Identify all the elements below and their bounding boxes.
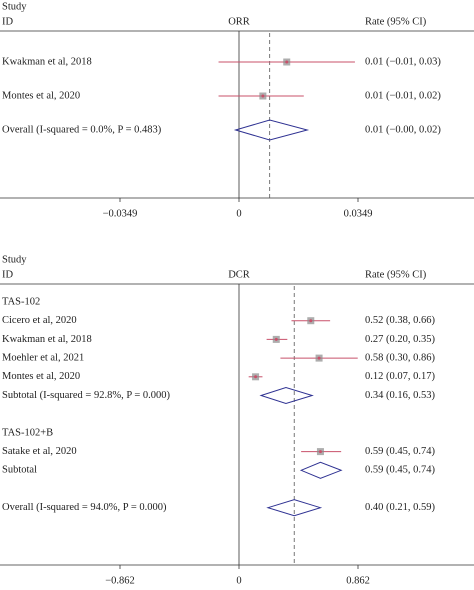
- subtotal-label: Subtotal: [2, 465, 37, 476]
- value-label: 0.01 (−0.00, 0.02): [365, 124, 441, 135]
- value-label: 0.40 (0.21, 0.59): [365, 502, 435, 513]
- study-label: Kwakman et al, 2018: [2, 334, 92, 345]
- overall-label: Overall (I-squared = 0.0%, P = 0.483): [2, 124, 162, 135]
- title: Study: [2, 1, 27, 12]
- value-label: 0.59 (0.45, 0.74): [365, 446, 435, 457]
- subtotal-diamond: [299, 461, 343, 479]
- value-label: 0.59 (0.45, 0.74): [365, 465, 435, 476]
- value-label: 0.12 (0.07, 0.17): [365, 371, 435, 382]
- x-tick-label: −0.862: [105, 575, 135, 586]
- value-label: 0.34 (0.16, 0.53): [365, 390, 435, 401]
- ci-label: Rate (95% CI): [365, 269, 427, 280]
- subtotal-diamond: [259, 386, 314, 405]
- id-label: ID: [2, 269, 13, 280]
- effect-label: ORR: [228, 16, 250, 27]
- study-label: Kwakman et al, 2018: [2, 56, 92, 67]
- x-tick-label: −0.0349: [103, 208, 138, 219]
- group-label: TAS-102+B: [2, 427, 53, 438]
- estimate-dot: [317, 356, 321, 360]
- overall-diamond: [266, 499, 323, 517]
- value-label: 0.01 (−0.01, 0.03): [365, 56, 441, 67]
- effect-label: DCR: [228, 269, 250, 280]
- estimate-dot: [318, 450, 322, 454]
- study-label: Satake et al, 2020: [2, 446, 77, 457]
- study-label: Moehler et al, 2021: [2, 353, 84, 364]
- x-tick-label: 0: [236, 208, 241, 219]
- value-label: 0.52 (0.38, 0.66): [365, 315, 435, 326]
- title: Study: [2, 254, 27, 265]
- estimate-dot: [285, 60, 289, 64]
- x-tick-label: 0: [236, 575, 241, 586]
- value-label: 0.01 (−0.01, 0.02): [365, 90, 441, 101]
- x-tick-label: 0.0349: [344, 208, 373, 219]
- study-label: Cicero et al, 2020: [2, 315, 77, 326]
- value-label: 0.27 (0.20, 0.35): [365, 334, 435, 345]
- study-label: Montes et al, 2020: [2, 371, 80, 382]
- value-label: 0.58 (0.30, 0.86): [365, 353, 435, 364]
- overall-diamond: [233, 119, 310, 141]
- overall-label: Overall (I-squared = 94.0%, P = 0.000): [2, 502, 167, 513]
- estimate-dot: [274, 337, 278, 341]
- estimate-dot: [261, 94, 265, 98]
- id-label: ID: [2, 16, 13, 27]
- estimate-dot: [309, 319, 313, 323]
- ci-label: Rate (95% CI): [365, 16, 427, 27]
- study-label: Montes et al, 2020: [2, 90, 80, 101]
- estimate-dot: [254, 375, 258, 379]
- subtotal-label: Subtotal (I-squared = 92.8%, P = 0.000): [2, 390, 171, 401]
- group-label: TAS-102: [2, 296, 40, 307]
- x-tick-label: 0.862: [346, 575, 370, 586]
